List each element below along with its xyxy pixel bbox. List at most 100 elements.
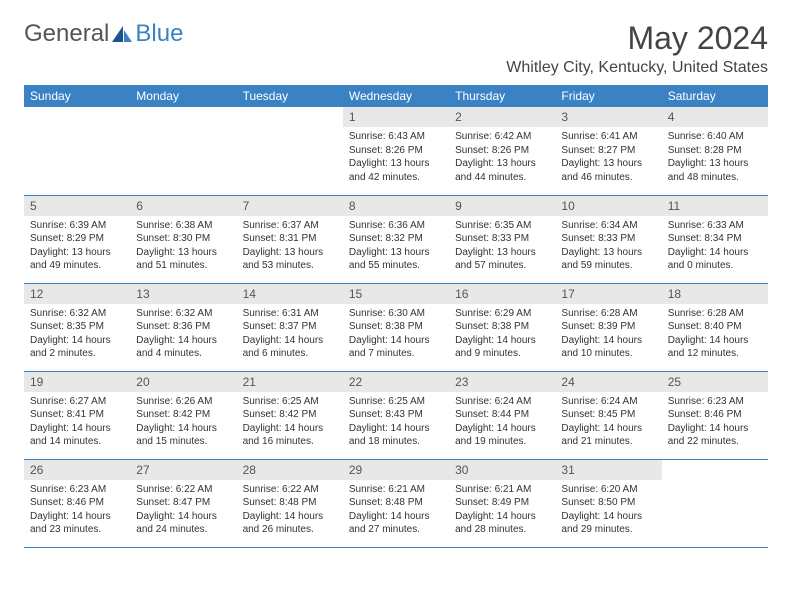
day-details: Sunrise: 6:20 AMSunset: 8:50 PMDaylight:…	[555, 480, 661, 540]
calendar-day-cell: 23Sunrise: 6:24 AMSunset: 8:44 PMDayligh…	[449, 371, 555, 459]
calendar-day-cell	[130, 107, 236, 195]
day-detail-line: and 26 minutes.	[243, 523, 337, 537]
calendar-day-cell: 22Sunrise: 6:25 AMSunset: 8:43 PMDayligh…	[343, 371, 449, 459]
calendar-day-cell: 13Sunrise: 6:32 AMSunset: 8:36 PMDayligh…	[130, 283, 236, 371]
day-detail-line: Daylight: 13 hours	[561, 157, 655, 171]
day-number: 31	[555, 460, 661, 480]
day-number: 12	[24, 284, 130, 304]
day-detail-line: Sunrise: 6:39 AM	[30, 219, 124, 233]
day-detail-line: Sunrise: 6:22 AM	[136, 483, 230, 497]
day-number: 19	[24, 372, 130, 392]
day-detail-line: Sunrise: 6:25 AM	[243, 395, 337, 409]
day-detail-line: Sunset: 8:30 PM	[136, 232, 230, 246]
calendar-body: 1Sunrise: 6:43 AMSunset: 8:26 PMDaylight…	[24, 107, 768, 547]
day-detail-line: Daylight: 14 hours	[136, 422, 230, 436]
calendar-day-cell: 12Sunrise: 6:32 AMSunset: 8:35 PMDayligh…	[24, 283, 130, 371]
day-number: 1	[343, 107, 449, 127]
day-detail-line: Daylight: 13 hours	[561, 246, 655, 260]
day-detail-line: and 6 minutes.	[243, 347, 337, 361]
calendar-day-cell: 21Sunrise: 6:25 AMSunset: 8:42 PMDayligh…	[237, 371, 343, 459]
day-detail-line: and 21 minutes.	[561, 435, 655, 449]
day-detail-line: and 48 minutes.	[668, 171, 762, 185]
day-number: 13	[130, 284, 236, 304]
calendar-day-cell: 2Sunrise: 6:42 AMSunset: 8:26 PMDaylight…	[449, 107, 555, 195]
day-details: Sunrise: 6:32 AMSunset: 8:36 PMDaylight:…	[130, 304, 236, 364]
day-details	[237, 127, 343, 133]
day-detail-line: Sunrise: 6:28 AM	[668, 307, 762, 321]
day-details: Sunrise: 6:22 AMSunset: 8:48 PMDaylight:…	[237, 480, 343, 540]
day-detail-line: Sunset: 8:48 PM	[243, 496, 337, 510]
day-details: Sunrise: 6:37 AMSunset: 8:31 PMDaylight:…	[237, 216, 343, 276]
day-detail-line: Sunset: 8:45 PM	[561, 408, 655, 422]
day-detail-line: Daylight: 14 hours	[243, 422, 337, 436]
day-detail-line: Daylight: 14 hours	[349, 422, 443, 436]
day-number: 22	[343, 372, 449, 392]
day-detail-line: and 0 minutes.	[668, 259, 762, 273]
calendar-day-cell	[662, 459, 768, 547]
calendar-day-cell: 28Sunrise: 6:22 AMSunset: 8:48 PMDayligh…	[237, 459, 343, 547]
day-detail-line: Daylight: 13 hours	[668, 157, 762, 171]
day-detail-line: Sunset: 8:32 PM	[349, 232, 443, 246]
day-number: 6	[130, 196, 236, 216]
day-details: Sunrise: 6:22 AMSunset: 8:47 PMDaylight:…	[130, 480, 236, 540]
day-detail-line: Sunrise: 6:34 AM	[561, 219, 655, 233]
calendar-week-row: 26Sunrise: 6:23 AMSunset: 8:46 PMDayligh…	[24, 459, 768, 547]
day-detail-line: Daylight: 13 hours	[349, 246, 443, 260]
day-number: 27	[130, 460, 236, 480]
calendar-day-cell: 19Sunrise: 6:27 AMSunset: 8:41 PMDayligh…	[24, 371, 130, 459]
day-detail-line: and 18 minutes.	[349, 435, 443, 449]
day-detail-line: Daylight: 13 hours	[349, 157, 443, 171]
day-detail-line: and 7 minutes.	[349, 347, 443, 361]
weekday-header: Wednesday	[343, 85, 449, 107]
day-detail-line: Daylight: 14 hours	[668, 246, 762, 260]
day-detail-line: Sunrise: 6:38 AM	[136, 219, 230, 233]
day-detail-line: Sunset: 8:47 PM	[136, 496, 230, 510]
day-details: Sunrise: 6:40 AMSunset: 8:28 PMDaylight:…	[662, 127, 768, 187]
day-detail-line: Sunrise: 6:30 AM	[349, 307, 443, 321]
day-details: Sunrise: 6:42 AMSunset: 8:26 PMDaylight:…	[449, 127, 555, 187]
day-detail-line: Sunrise: 6:40 AM	[668, 130, 762, 144]
day-detail-line: Sunrise: 6:36 AM	[349, 219, 443, 233]
day-detail-line: Daylight: 13 hours	[455, 246, 549, 260]
day-detail-line: Daylight: 14 hours	[136, 510, 230, 524]
weekday-header-row: SundayMondayTuesdayWednesdayThursdayFrid…	[24, 85, 768, 107]
day-detail-line: Sunset: 8:39 PM	[561, 320, 655, 334]
day-number: 21	[237, 372, 343, 392]
day-number: 2	[449, 107, 555, 127]
logo-text-general: General	[24, 20, 109, 48]
day-detail-line: and 49 minutes.	[30, 259, 124, 273]
day-number: 24	[555, 372, 661, 392]
day-detail-line: and 27 minutes.	[349, 523, 443, 537]
day-detail-line: and 55 minutes.	[349, 259, 443, 273]
day-details: Sunrise: 6:38 AMSunset: 8:30 PMDaylight:…	[130, 216, 236, 276]
day-detail-line: Sunset: 8:28 PM	[668, 144, 762, 158]
day-detail-line: and 24 minutes.	[136, 523, 230, 537]
day-detail-line: Sunrise: 6:41 AM	[561, 130, 655, 144]
day-detail-line: Sunrise: 6:26 AM	[136, 395, 230, 409]
location-subtitle: Whitley City, Kentucky, United States	[506, 59, 768, 77]
day-detail-line: Daylight: 14 hours	[668, 334, 762, 348]
day-number: 18	[662, 284, 768, 304]
weekday-header: Tuesday	[237, 85, 343, 107]
day-details: Sunrise: 6:30 AMSunset: 8:38 PMDaylight:…	[343, 304, 449, 364]
day-details: Sunrise: 6:23 AMSunset: 8:46 PMDaylight:…	[24, 480, 130, 540]
day-number: 29	[343, 460, 449, 480]
calendar-day-cell: 8Sunrise: 6:36 AMSunset: 8:32 PMDaylight…	[343, 195, 449, 283]
day-detail-line: Daylight: 14 hours	[561, 422, 655, 436]
calendar-day-cell: 18Sunrise: 6:28 AMSunset: 8:40 PMDayligh…	[662, 283, 768, 371]
day-detail-line: Sunrise: 6:21 AM	[455, 483, 549, 497]
day-detail-line: Sunset: 8:41 PM	[30, 408, 124, 422]
day-detail-line: Sunrise: 6:32 AM	[136, 307, 230, 321]
day-detail-line: Sunrise: 6:23 AM	[30, 483, 124, 497]
calendar-day-cell: 5Sunrise: 6:39 AMSunset: 8:29 PMDaylight…	[24, 195, 130, 283]
day-detail-line: Sunset: 8:44 PM	[455, 408, 549, 422]
day-detail-line: Sunset: 8:43 PM	[349, 408, 443, 422]
weekday-header: Thursday	[449, 85, 555, 107]
day-detail-line: Sunrise: 6:35 AM	[455, 219, 549, 233]
calendar-day-cell: 27Sunrise: 6:22 AMSunset: 8:47 PMDayligh…	[130, 459, 236, 547]
day-details: Sunrise: 6:32 AMSunset: 8:35 PMDaylight:…	[24, 304, 130, 364]
day-number: 11	[662, 196, 768, 216]
calendar-week-row: 19Sunrise: 6:27 AMSunset: 8:41 PMDayligh…	[24, 371, 768, 459]
day-detail-line: Sunrise: 6:20 AM	[561, 483, 655, 497]
day-details: Sunrise: 6:21 AMSunset: 8:49 PMDaylight:…	[449, 480, 555, 540]
